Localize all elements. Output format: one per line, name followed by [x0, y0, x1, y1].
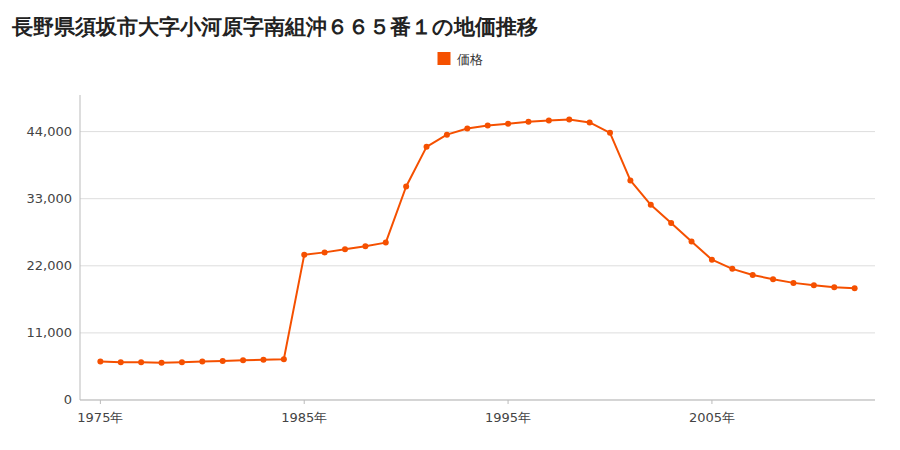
- legend-swatch: [438, 52, 451, 65]
- x-tick: [711, 400, 712, 404]
- series-marker: [648, 202, 654, 208]
- series-marker: [118, 359, 124, 365]
- x-tick: [508, 400, 509, 404]
- series-marker: [668, 220, 674, 226]
- series-marker: [852, 285, 858, 291]
- grid-line: [80, 332, 875, 333]
- y-tick-label: 33,000: [27, 191, 73, 206]
- y-tick-label: 0: [64, 392, 72, 407]
- series-marker: [138, 359, 144, 365]
- chart-svg: 長野県須坂市大字小河原字南組沖６６５番１の地価推移 0 11,000 22,000 33…: [0, 0, 900, 450]
- plot-area: [97, 116, 857, 365]
- series-line: [100, 119, 854, 362]
- legend-label: 価格: [457, 52, 483, 67]
- grid-line: [80, 131, 875, 132]
- series-marker: [97, 359, 103, 365]
- series-marker: [525, 119, 531, 125]
- series-marker: [831, 284, 837, 290]
- title: 長野県須坂市大字小河原字南組沖６６５番１の地価推移: [11, 15, 538, 39]
- series-marker: [607, 130, 613, 136]
- chart-container: 長野県須坂市大字小河原字南組沖６６５番１の地価推移 0 11,000 22,000 33…: [0, 0, 900, 450]
- grid-line: [80, 198, 875, 199]
- series-marker: [546, 118, 552, 124]
- x-tick: [100, 400, 101, 404]
- series-marker: [444, 132, 450, 138]
- series-marker: [790, 280, 796, 286]
- series-marker: [587, 119, 593, 125]
- series-marker: [770, 276, 776, 282]
- series-marker: [424, 144, 430, 150]
- series-marker: [383, 240, 389, 246]
- x-tick: [304, 400, 305, 404]
- series-marker: [464, 126, 470, 132]
- grid-line: [80, 265, 875, 266]
- series-marker: [403, 184, 409, 190]
- series-marker: [750, 272, 756, 278]
- series-marker: [811, 282, 817, 288]
- series-marker: [220, 358, 226, 364]
- series-marker: [566, 116, 572, 122]
- series-marker: [240, 357, 246, 363]
- series-marker: [362, 243, 368, 249]
- x-tick-label: 1975年: [77, 410, 123, 425]
- series-marker: [689, 238, 695, 244]
- series-marker: [260, 357, 266, 363]
- series-marker: [159, 360, 165, 366]
- series-marker: [729, 266, 735, 272]
- y-tick-label: 44,000: [27, 124, 73, 139]
- x-axis-line: [80, 400, 875, 401]
- series-marker: [301, 252, 307, 258]
- series-marker: [179, 359, 185, 365]
- x-tick-label: 2005年: [689, 410, 735, 425]
- series-marker: [627, 177, 633, 183]
- series-marker: [485, 123, 491, 129]
- x-tick-label: 1995年: [485, 410, 531, 425]
- legend: 価格: [438, 52, 483, 67]
- y-axis-line: [80, 95, 81, 400]
- series-marker: [322, 249, 328, 255]
- series-marker: [342, 246, 348, 252]
- x-tick-label: 1985年: [281, 410, 327, 425]
- grid-line: [80, 400, 875, 401]
- series-marker: [281, 356, 287, 362]
- series-marker: [199, 359, 205, 365]
- y-tick-label: 22,000: [27, 258, 73, 273]
- series-marker: [709, 257, 715, 263]
- y-tick-label: 11,000: [27, 325, 73, 340]
- series-marker: [505, 121, 511, 127]
